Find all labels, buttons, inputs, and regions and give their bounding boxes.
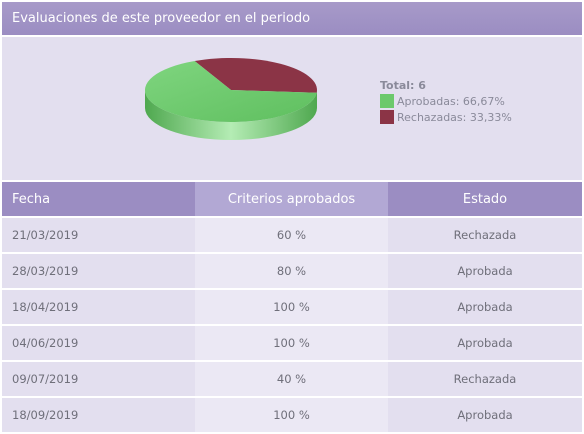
table-row[interactable]: 04/06/2019 100 % Aprobada [2, 325, 582, 362]
table-row[interactable]: 18/09/2019 100 % Aprobada [2, 397, 582, 434]
table-row[interactable]: 18/04/2019 100 % Aprobada [2, 289, 582, 326]
column-header-criterios[interactable]: Criterios aprobados [195, 182, 388, 218]
cell-fecha: 18/09/2019 [2, 397, 195, 434]
cell-fecha: 18/04/2019 [2, 289, 195, 326]
legend-total-label: Total: [380, 79, 415, 92]
cell-fecha: 28/03/2019 [2, 253, 195, 290]
cell-estado: Rechazada [388, 217, 582, 254]
panel-title: Evaluaciones de este proveedor en el per… [2, 2, 582, 37]
pie-slice-rechazadas[interactable] [194, 58, 317, 93]
table-header-row: Fecha Criterios aprobados Estado [2, 182, 582, 218]
legend-total-value: 6 [418, 79, 426, 92]
cell-fecha: 04/06/2019 [2, 325, 195, 362]
cell-criterios: 100 % [195, 397, 388, 434]
cell-estado: Rechazada [388, 361, 582, 398]
legend-label-rechazadas: Rechazadas: 33,33% [397, 110, 512, 124]
cell-fecha: 21/03/2019 [2, 217, 195, 254]
chart-legend: Total: 6 Aprobadas: 66,67% Rechazadas: 3… [380, 79, 512, 125]
chart-area: Total: 6 Aprobadas: 66,67% Rechazadas: 3… [2, 37, 582, 180]
evaluations-table: Fecha Criterios aprobados Estado 21/03/2… [2, 182, 582, 434]
cell-estado: Aprobada [388, 253, 582, 290]
pie-side-aprobadas [145, 90, 317, 140]
cell-estado: Aprobada [388, 397, 582, 434]
cell-criterios: 40 % [195, 361, 388, 398]
table-row[interactable]: 28/03/2019 80 % Aprobada [2, 253, 582, 290]
cell-fecha: 09/07/2019 [2, 361, 195, 398]
legend-swatch-aprobadas [380, 94, 394, 108]
table-row[interactable]: 21/03/2019 60 % Rechazada [2, 217, 582, 254]
cell-criterios: 100 % [195, 325, 388, 362]
cell-criterios: 80 % [195, 253, 388, 290]
pie-slice-aprobadas[interactable] [145, 60, 317, 122]
legend-label-aprobadas: Aprobadas: 66,67% [397, 94, 505, 108]
pie-chart [145, 58, 317, 140]
cell-criterios: 100 % [195, 289, 388, 326]
table-row[interactable]: 09/07/2019 40 % Rechazada [2, 361, 582, 398]
legend-total: Total: 6 [380, 79, 512, 92]
column-header-fecha[interactable]: Fecha [2, 182, 195, 218]
cell-criterios: 60 % [195, 217, 388, 254]
legend-item-aprobadas: Aprobadas: 66,67% [380, 93, 512, 109]
legend-item-rechazadas: Rechazadas: 33,33% [380, 109, 512, 125]
legend-swatch-rechazadas [380, 110, 394, 124]
cell-estado: Aprobada [388, 325, 582, 362]
column-header-estado[interactable]: Estado [388, 182, 582, 218]
cell-estado: Aprobada [388, 289, 582, 326]
